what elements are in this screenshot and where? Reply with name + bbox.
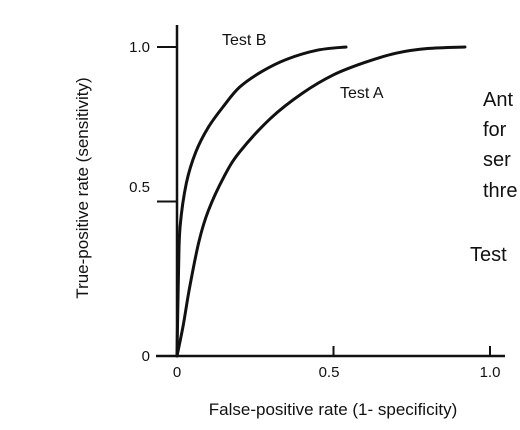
series-label-test-a: Test A: [340, 85, 384, 102]
side-text-line-4: thre: [483, 180, 517, 202]
x-axis-label: False-positive rate (1- specificity): [209, 400, 457, 419]
side-text-line-2: for: [483, 119, 507, 141]
series-group: [175, 45, 467, 358]
side-text-line-5: Test: [470, 244, 507, 266]
side-text: Ant for ser thre Test: [470, 89, 517, 266]
x-tick-label-0.5: 0.5: [319, 364, 340, 381]
series-line-test-b: [175, 45, 348, 358]
y-tick-label-0.5: 0.5: [129, 179, 150, 196]
tick-labels: 1.0 0.5 0 0 0.5 1.0: [129, 39, 500, 381]
side-text-line-1: Ant: [483, 89, 513, 111]
side-text-line-3: ser: [483, 149, 511, 171]
y-tick-label-0: 0: [142, 348, 150, 365]
ticks: [157, 46, 491, 357]
series-label-test-b: Test B: [222, 32, 266, 49]
x-tick-label-1: 1.0: [480, 364, 501, 381]
series-line-test-a: [175, 45, 467, 358]
x-tick-label-0: 0: [173, 364, 181, 381]
y-tick-label-1: 1.0: [129, 39, 150, 56]
y-axis-label: True-positive rate (sensitivity): [73, 77, 92, 298]
